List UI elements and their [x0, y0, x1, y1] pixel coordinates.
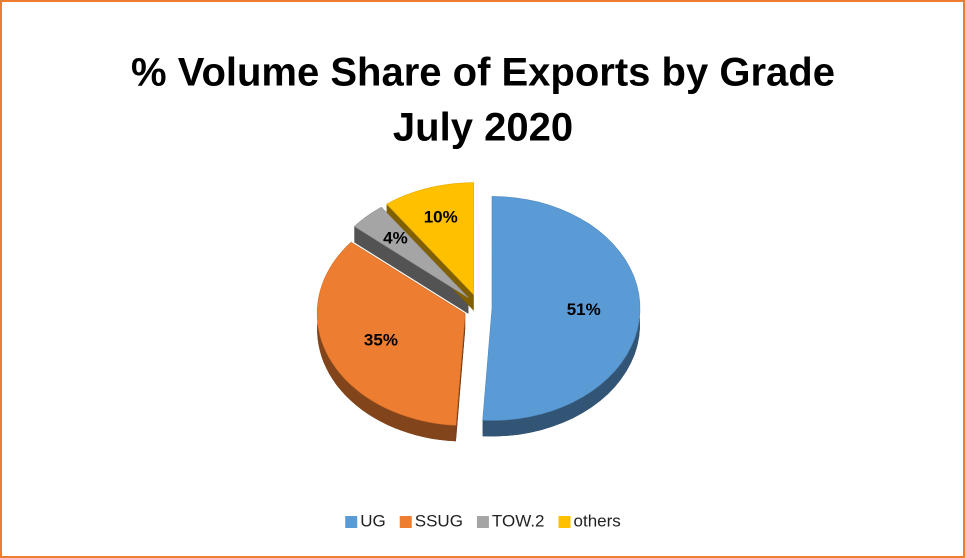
legend-swatch: [558, 516, 571, 528]
slice: [316, 241, 466, 426]
data-label: 51%: [567, 300, 601, 319]
chart-title: % Volume Share of Exports by Grade: [131, 51, 835, 95]
slice-wall: [354, 226, 469, 314]
slice-side: [317, 242, 456, 442]
slice: [482, 196, 641, 421]
legend-label: TOW.2: [492, 511, 545, 530]
legend-label: others: [574, 511, 621, 530]
slice: [386, 182, 475, 296]
legend-label: SSUG: [415, 511, 463, 530]
pie-tops: [316, 182, 641, 426]
legend-swatch: [345, 516, 358, 528]
data-label: 35%: [364, 331, 398, 350]
slice: [353, 206, 469, 299]
legend-label: UG: [360, 511, 386, 530]
legend-swatch: [399, 516, 412, 528]
slice-wall: [455, 313, 466, 442]
legend: UG SSUG TOW.2 others: [345, 511, 621, 530]
chart-subtitle: July 2020: [393, 106, 573, 150]
legend-swatch: [476, 516, 489, 528]
data-label: 4%: [383, 228, 408, 247]
data-label: 10%: [424, 207, 458, 226]
